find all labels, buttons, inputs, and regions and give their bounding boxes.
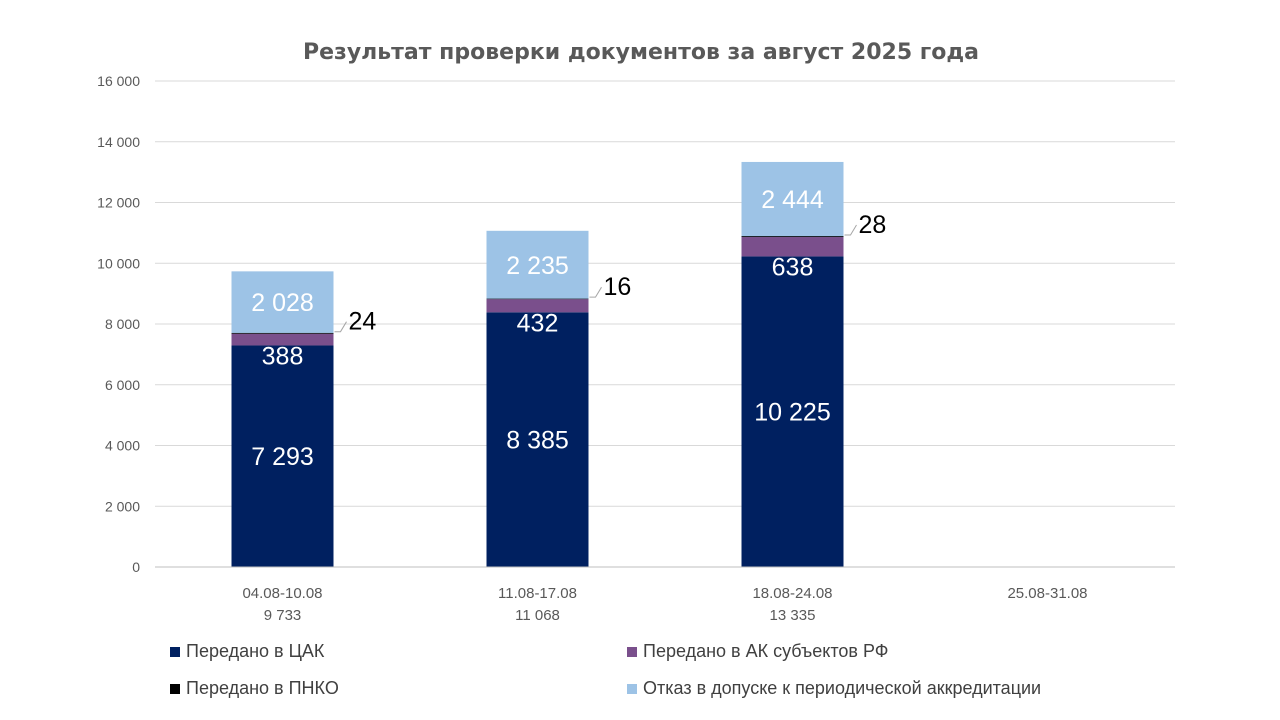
- legend-item-cak: Передано в ЦАК: [170, 641, 324, 662]
- legend-label-pnko: Передано в ПНКО: [186, 678, 339, 698]
- bar-segment: [741, 256, 844, 567]
- legend-label-refusal: Отказ в допуске к периодической аккредит…: [643, 678, 1042, 698]
- y-tick-label: 10 000: [97, 255, 140, 271]
- bar-segment: [741, 161, 844, 237]
- y-tick-label: 4 000: [105, 438, 140, 454]
- data-label: 2 444: [761, 186, 824, 214]
- legend-item-ak: Передано в АК субъектов РФ: [627, 641, 888, 662]
- bar-layer: [231, 161, 844, 567]
- data-label: 432: [517, 309, 559, 337]
- legend-label-cak: Передано в ЦАК: [186, 641, 325, 661]
- y-tick-label: 14 000: [97, 134, 140, 150]
- bar-segment: [741, 237, 844, 257]
- legend-item-pnko: Передано в ПНКО: [170, 678, 339, 699]
- bar-segment: [231, 271, 334, 333]
- y-tick-label: 0: [132, 559, 140, 575]
- data-label: 638: [772, 253, 814, 281]
- y-tick-label: 6 000: [105, 377, 140, 393]
- label-layer: 7 293 388 2 028 24 8 385 432 2 235 16 10 225 638 2…: [251, 186, 886, 471]
- legend-swatch-cak: [170, 646, 180, 657]
- legend-label-ak: Передано в АК субъектов РФ: [643, 641, 889, 661]
- chart-title: Результат проверки документов за август …: [303, 40, 979, 65]
- x-category-label: 18.08-24.08: [752, 585, 832, 602]
- data-label: 10 225: [754, 399, 830, 427]
- data-label: 2 028: [251, 289, 314, 317]
- x-category-label: 25.08-31.08: [1007, 585, 1087, 602]
- x-category-label: 11.08-17.08: [498, 585, 577, 602]
- x-category-total: 13 335: [770, 607, 816, 624]
- legend-swatch-ak: [627, 646, 637, 657]
- bar-segment: [486, 299, 589, 313]
- leader-line: [589, 286, 602, 298]
- leader-line: [844, 224, 857, 236]
- y-tick-label: 8 000: [105, 316, 140, 332]
- leader-line: [334, 321, 347, 333]
- data-label: 8 385: [506, 427, 569, 455]
- axis-layer: 0 2 000 4 000 6 000 8 000 10 000 12 000 14 000 1…: [97, 73, 1175, 624]
- x-category-label: 04.08-10.08: [242, 585, 322, 602]
- legend-swatch-pnko: [170, 683, 180, 694]
- bar-segment: [231, 345, 334, 567]
- y-tick-label: 2 000: [105, 498, 140, 514]
- x-category-total: 11 068: [515, 607, 560, 624]
- bar-segment: [231, 333, 334, 346]
- legend-item-refusal: Отказ в допуске к периодической аккредит…: [627, 678, 1041, 699]
- y-tick-label: 16 000: [97, 73, 140, 89]
- x-category-total: 9 733: [264, 607, 302, 624]
- bar-segment: [486, 230, 589, 299]
- data-label-outer: 24: [349, 308, 377, 336]
- y-tick-label: 12 000: [97, 195, 140, 211]
- legend-swatch-refusal: [627, 683, 637, 694]
- data-label-outer: 16: [604, 273, 632, 301]
- data-label: 7 293: [251, 443, 314, 471]
- data-label: 2 235: [506, 252, 569, 280]
- data-label: 388: [262, 342, 304, 370]
- bar-segment: [486, 312, 589, 567]
- data-label-outer: 28: [859, 211, 887, 239]
